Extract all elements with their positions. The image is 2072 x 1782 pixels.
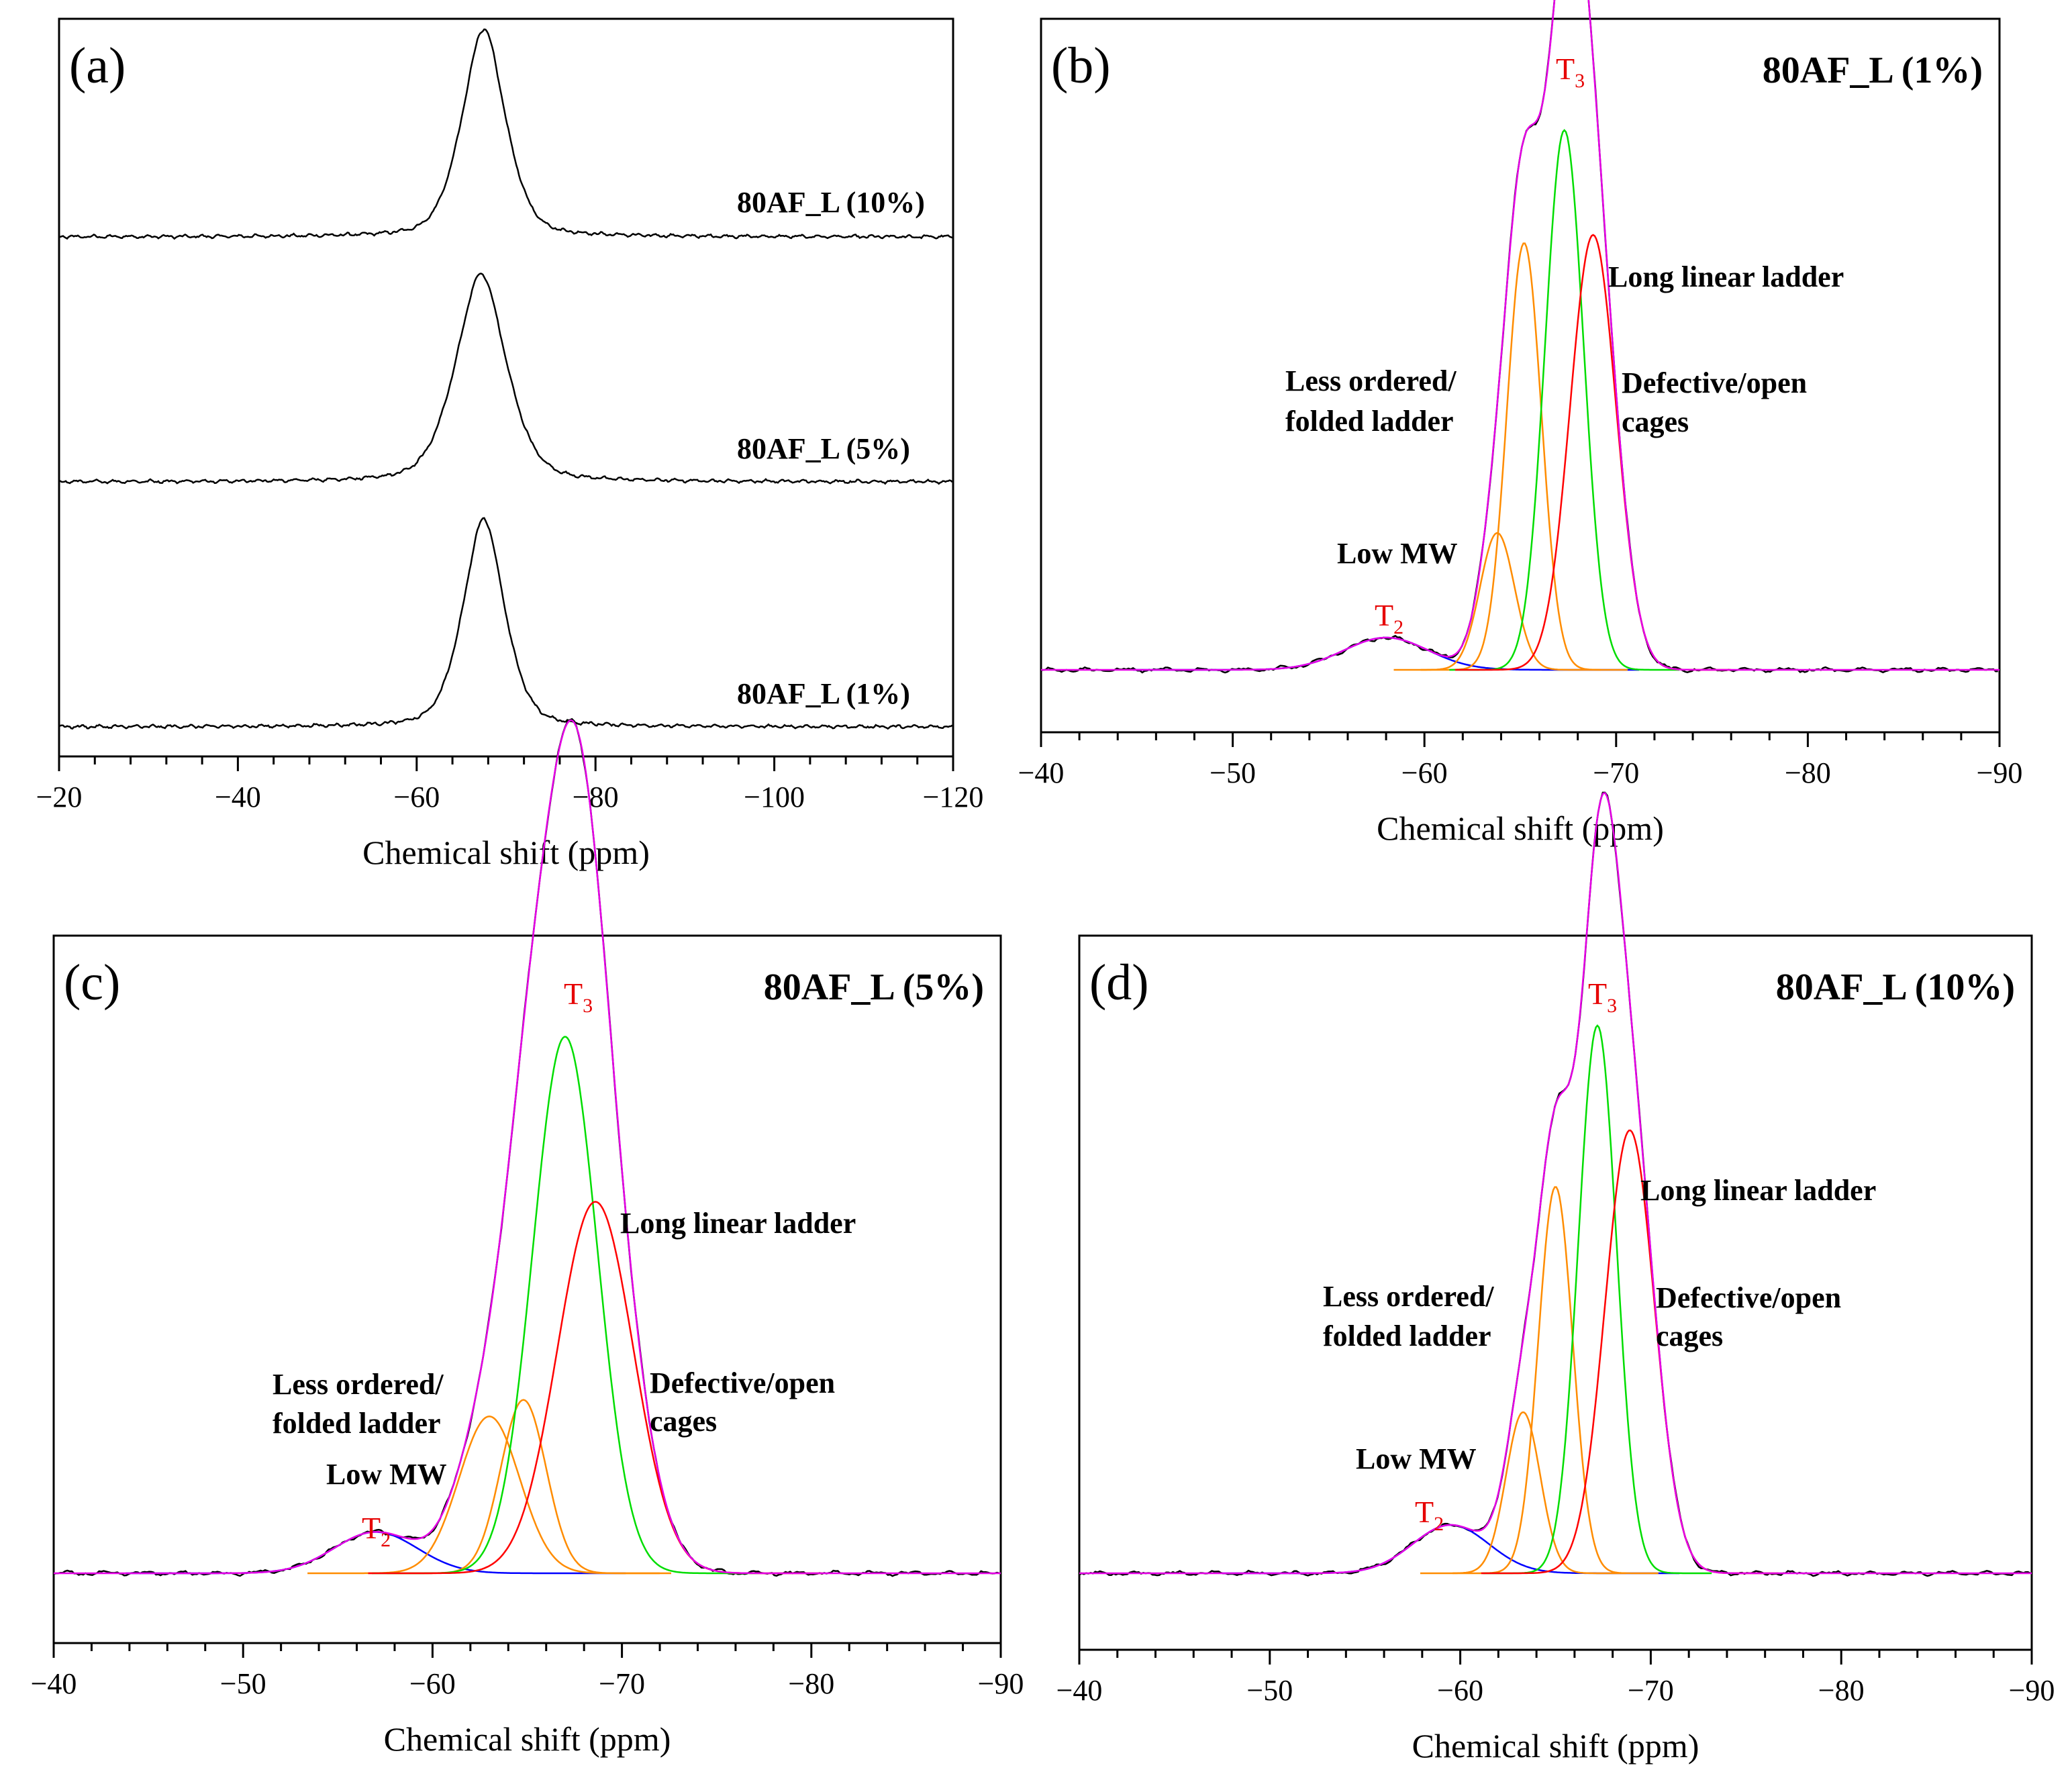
x-tick-label: −100 <box>744 781 805 813</box>
x-tick-label: −40 <box>31 1667 77 1700</box>
defective-annotation: Defective/open <box>1622 366 1807 399</box>
less-ordered-curve <box>1452 1186 1659 1575</box>
cages-annotation: cages <box>1622 405 1689 438</box>
x-tick-label: −80 <box>788 1667 834 1700</box>
long-linear-annotation: Long linear ladder <box>1608 260 1844 293</box>
low-mw-curve <box>307 1416 671 1575</box>
plot-frame <box>52 934 1002 1644</box>
cages-annotation: cages <box>650 1405 717 1438</box>
less-ordered-annotation: Less ordered/ <box>1323 1280 1494 1313</box>
t3-label: T3 <box>564 977 593 1017</box>
cages-annotation: cages <box>1656 1320 1723 1352</box>
panel-c: −40 −50 −60 −70 −80 −90 Chemical shift (ppm) (c… <box>31 717 1024 1758</box>
t2-label: T2 <box>362 1511 391 1551</box>
fit-sum-curve <box>54 719 1001 1575</box>
panel-label: (d) <box>1089 954 1149 1011</box>
plot-frame <box>1078 934 2033 1651</box>
defective-annotation: Defective/open <box>1656 1281 1841 1314</box>
x-tick-label: −120 <box>923 781 984 813</box>
panel-label: (a) <box>69 38 126 94</box>
x-axis-label: Chemical shift (ppm) <box>362 834 650 871</box>
x-tick-label: −70 <box>599 1667 645 1700</box>
experimental-spectrum <box>1040 0 1998 674</box>
defective-cages-curve <box>1454 234 1732 671</box>
x-tick-label: −80 <box>1785 756 1831 789</box>
folded-ladder-annotation: folded ladder <box>1323 1320 1491 1352</box>
x-tick-label: −60 <box>409 1667 456 1700</box>
x-tick-label: −60 <box>1401 756 1448 789</box>
t2-component-curve <box>1133 636 1640 671</box>
t2-component-curve <box>1222 1524 1679 1575</box>
series-label: 80AF_L (1%) <box>737 677 910 710</box>
x-tick-label: −20 <box>36 781 83 813</box>
fit-sum-curve <box>1041 0 2000 671</box>
spectrum-line <box>58 273 953 485</box>
x-tick-label: −40 <box>1018 756 1065 789</box>
x-tick-label: −50 <box>1246 1674 1293 1707</box>
less-ordered-annotation: Less ordered/ <box>273 1368 444 1401</box>
panel-label: (b) <box>1051 38 1111 94</box>
x-tick-label: −90 <box>978 1667 1024 1700</box>
panel-d: −40 −50 −60 −70 −80 −90 Chemical shift (ppm) (d… <box>1056 791 2055 1765</box>
plot-frame <box>58 17 954 758</box>
x-tick-label: −80 <box>1818 1674 1865 1707</box>
panel-b: −40 −50 −60 −70 −80 −90 Chemical shift (ppm) (b… <box>1018 0 2023 847</box>
x-axis-label: Chemical shift (ppm) <box>384 1720 671 1758</box>
x-tick-label: −60 <box>1437 1674 1483 1707</box>
t2-label: T2 <box>1415 1495 1444 1535</box>
x-tick-label: −40 <box>215 781 261 813</box>
defective-annotation: Defective/open <box>650 1367 835 1399</box>
spectrum-line <box>58 517 953 730</box>
panel-title: 80AF_L (10%) <box>1776 967 2015 1008</box>
x-tick-label: −80 <box>573 781 619 813</box>
x-tick-label: −70 <box>1593 756 1639 789</box>
x-tick-label: −50 <box>1210 756 1256 789</box>
low-mw-annotation: Low MW <box>1356 1442 1477 1475</box>
experimental-spectrum <box>1079 791 2031 1577</box>
less-ordered-annotation: Less ordered/ <box>1285 364 1457 397</box>
low-mw-annotation: Low MW <box>1337 537 1458 570</box>
t3-label: T3 <box>1588 977 1617 1017</box>
panel-title: 80AF_L (5%) <box>764 967 984 1008</box>
folded-ladder-annotation: folded ladder <box>273 1407 441 1440</box>
x-tick-label: −70 <box>1628 1674 1674 1707</box>
t3-label: T3 <box>1556 52 1585 92</box>
x-tick-label: −50 <box>220 1667 266 1700</box>
long-linear-annotation: Long linear ladder <box>620 1207 856 1240</box>
folded-ladder-annotation: folded ladder <box>1285 405 1454 438</box>
long-linear-curve <box>1449 129 1679 671</box>
long-linear-annotation: Long linear ladder <box>1640 1174 1876 1207</box>
x-tick-label: −90 <box>2009 1674 2055 1707</box>
t2-label: T2 <box>1375 598 1403 638</box>
spectrum-line <box>58 28 953 240</box>
fit-sum-curve <box>1079 792 2032 1575</box>
panel-a: −20 −40 −60 −80 −100 −120 Chemical shift (ppm)… <box>36 17 984 871</box>
x-axis-label: Chemical shift (ppm) <box>1377 809 1664 847</box>
x-axis-label: Chemical shift (ppm) <box>1412 1727 1699 1765</box>
x-tick-label: −90 <box>1977 756 2023 789</box>
panel-label: (c) <box>64 954 120 1011</box>
x-tick-label: −40 <box>1056 1674 1103 1707</box>
x-tick-label: −60 <box>393 781 440 813</box>
plot-frame <box>1040 17 2001 734</box>
series-label: 80AF_L (10%) <box>737 186 925 219</box>
series-label: 80AF_L (5%) <box>737 432 910 465</box>
low-mw-annotation: Low MW <box>326 1458 447 1491</box>
panel-title: 80AF_L (1%) <box>1763 50 1983 91</box>
